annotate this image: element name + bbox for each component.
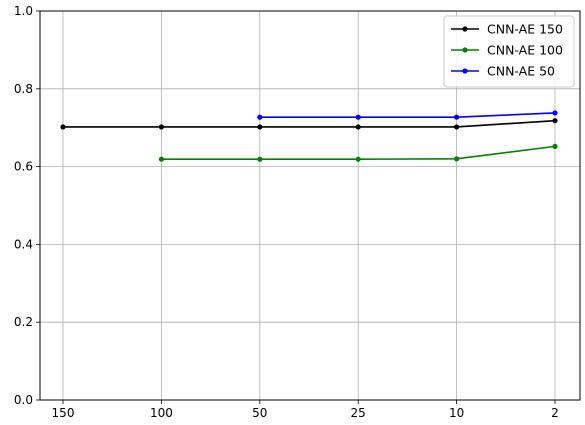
data-point <box>158 156 164 162</box>
y-tick-label: 0.2 <box>14 315 33 329</box>
legend-swatch-marker <box>462 47 468 53</box>
data-point <box>355 156 361 162</box>
y-axis: 0.0 0.2 0.4 0.6 0.8 1.0 <box>14 4 40 407</box>
y-tick-label: 0.6 <box>14 160 33 174</box>
y-tick-label: 0.4 <box>14 237 33 251</box>
x-tick-label: 50 <box>252 406 267 420</box>
legend-label: CNN-AE 50 <box>487 64 555 79</box>
x-tick-label: 100 <box>150 406 173 420</box>
legend-label: CNN-AE 100 <box>487 43 563 58</box>
data-point <box>355 114 361 120</box>
data-point <box>60 124 66 130</box>
series-line-3 <box>259 112 556 118</box>
legend-box <box>443 15 575 88</box>
data-point <box>257 114 263 120</box>
plot-frame <box>39 10 581 401</box>
data-point <box>454 114 460 120</box>
x-tick-label: 25 <box>351 406 366 420</box>
legend-swatch-marker <box>462 26 468 32</box>
legend-label: CNN-AE 150 <box>487 22 563 37</box>
y-tick-label: 0.8 <box>14 82 33 96</box>
data-point <box>257 124 263 130</box>
data-point <box>552 143 558 149</box>
y-tick-label: 1.0 <box>14 4 33 18</box>
data-point <box>454 124 460 130</box>
data-point <box>552 110 558 116</box>
data-point <box>454 156 460 162</box>
series-line-1 <box>63 119 556 128</box>
y-tick-label: 0.0 <box>14 393 33 407</box>
series-layer <box>60 110 558 162</box>
legend-swatch-marker <box>462 68 468 74</box>
data-point <box>158 124 164 130</box>
legend: CNN-AE 150 CNN-AE 100 CNN-AE 50 <box>443 15 575 88</box>
data-point <box>355 124 361 130</box>
x-tick-label: 2 <box>551 406 559 420</box>
data-point <box>552 118 558 124</box>
x-axis: 150 100 50 25 10 2 <box>52 400 559 420</box>
x-tick-label: 150 <box>52 406 75 420</box>
x-tick-label: 10 <box>449 406 464 420</box>
data-point <box>257 156 263 162</box>
